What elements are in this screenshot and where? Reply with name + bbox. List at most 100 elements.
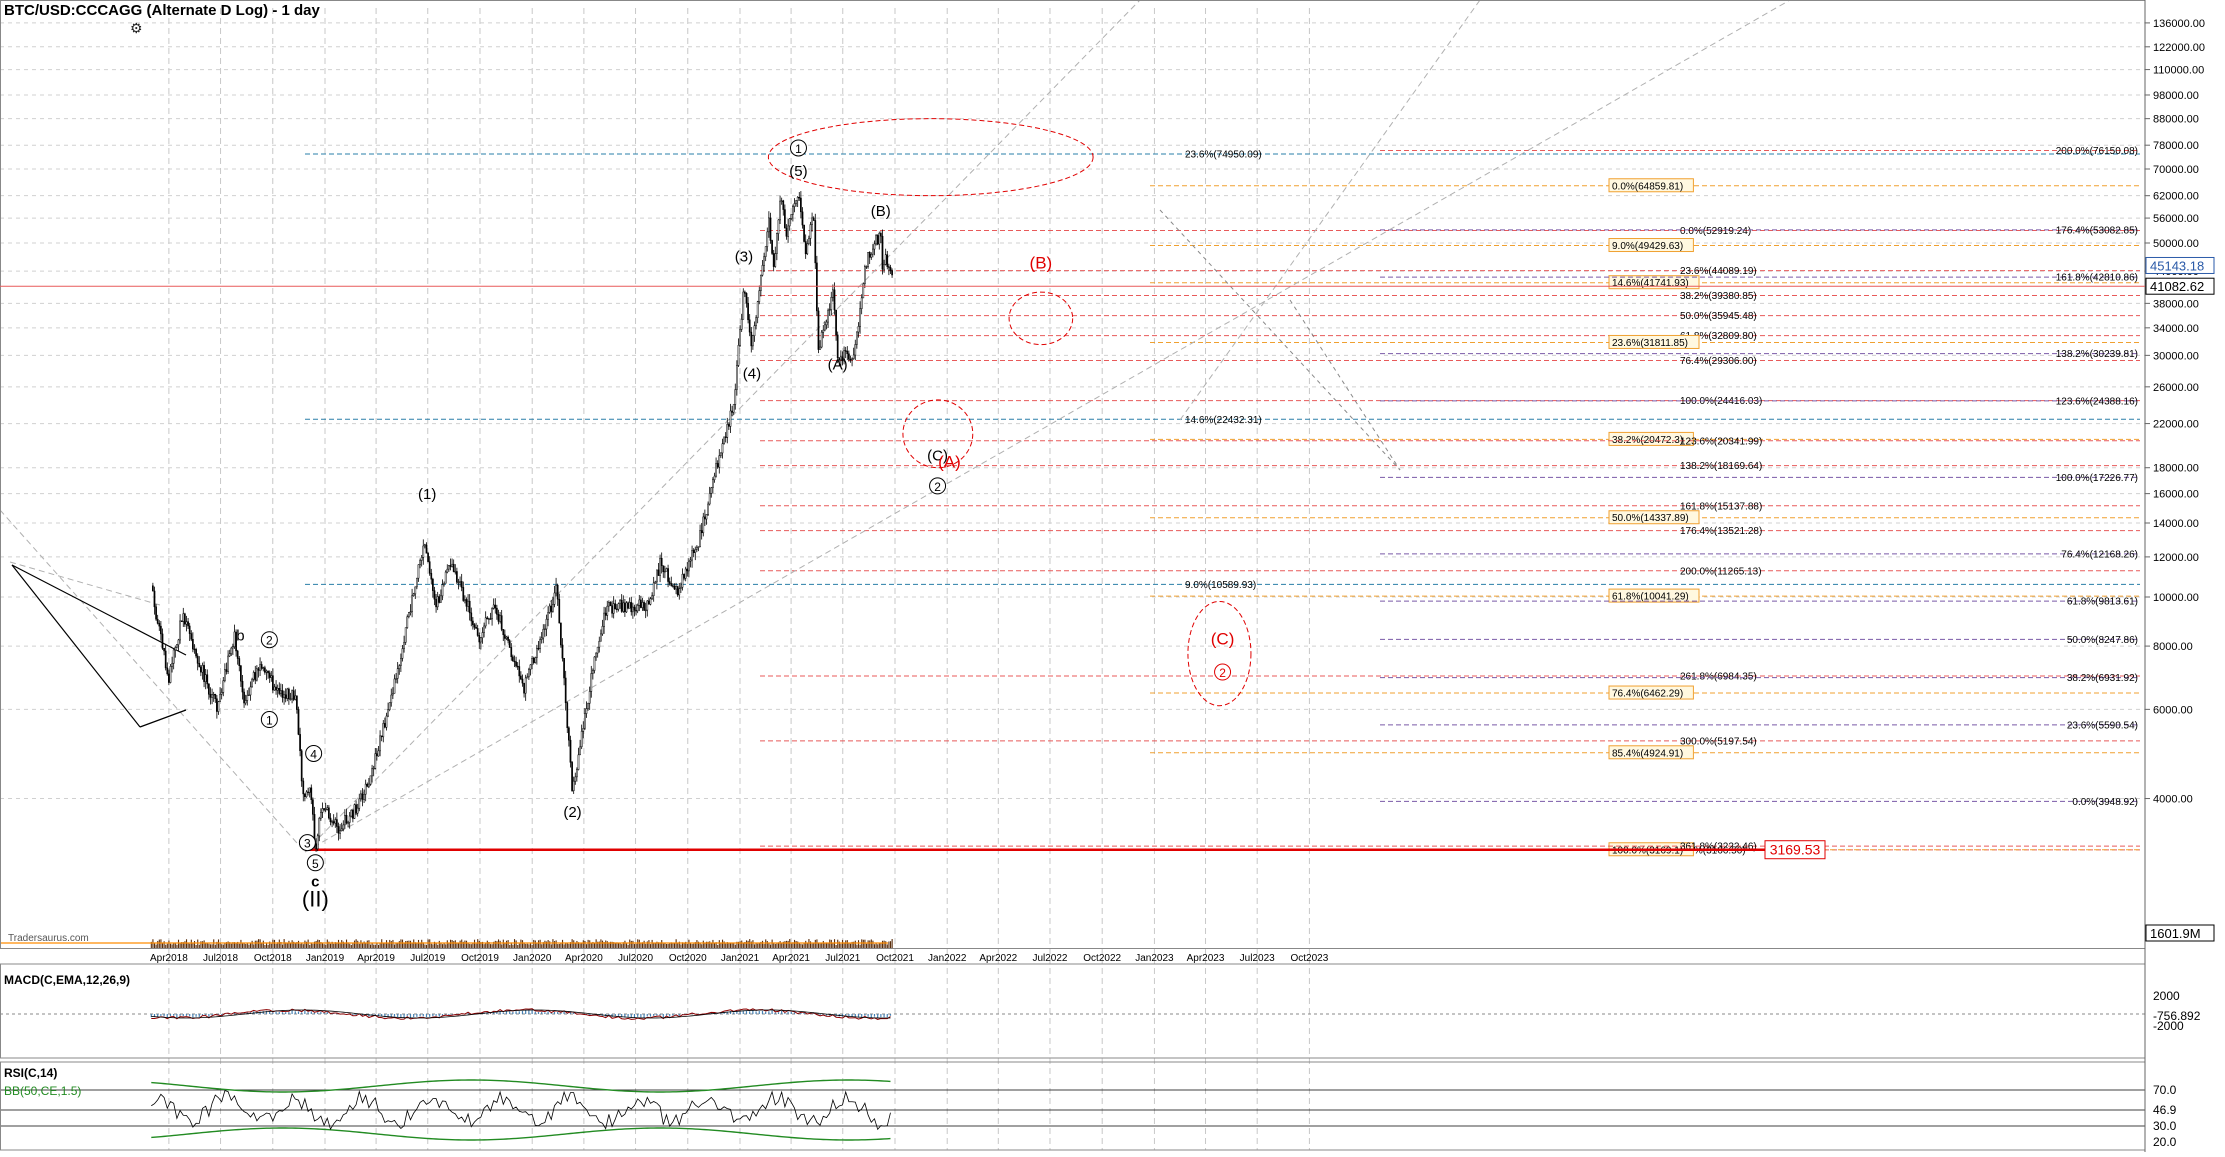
volume-bar (450, 940, 451, 948)
candle-body (816, 263, 817, 311)
volume-bar (455, 940, 456, 948)
candle-body (706, 514, 707, 519)
volume-bar (236, 943, 237, 948)
volume-bar (304, 941, 305, 948)
macd-hist-bar (560, 1013, 561, 1014)
macd-hist-bar (183, 1014, 184, 1016)
volume-bar (756, 943, 757, 948)
candle-body (856, 332, 857, 344)
macd-hist-bar (432, 1014, 433, 1016)
candle-body (615, 604, 616, 609)
candle-body (602, 626, 603, 634)
candle-body (360, 794, 361, 799)
volume-bar (444, 943, 445, 948)
volume-bar (535, 940, 536, 948)
candle-body (647, 601, 648, 610)
candle-body (397, 669, 398, 679)
macd-hist-bar (416, 1014, 417, 1017)
volume-bar (871, 939, 872, 948)
candle-body (579, 747, 580, 755)
macd-hist-bar (656, 1014, 657, 1016)
candle-body (295, 696, 296, 700)
volume-bar (397, 943, 398, 948)
volume-bar (164, 941, 165, 948)
fib-label: 85.4%(4924.91) (1612, 748, 1683, 759)
volume-bar (421, 940, 422, 948)
x-tick-label: Jul2018 (203, 953, 238, 964)
gear-icon[interactable]: ⚙ (130, 20, 143, 37)
candle-body (264, 668, 265, 673)
macd-axis-label: 2000 (2153, 989, 2180, 1003)
candle-body (877, 235, 878, 244)
candle-body (375, 754, 376, 769)
macd-hist-bar (272, 1012, 273, 1014)
candle-body (451, 564, 452, 566)
volume-bar (508, 940, 509, 948)
candle-body (343, 825, 344, 829)
volume-bar (855, 941, 856, 948)
volume-bar (847, 940, 848, 948)
volume-bar (735, 945, 736, 948)
watermark: Tradersaurus.com (8, 933, 89, 944)
candle-body (795, 201, 796, 204)
volume-bar (776, 944, 777, 948)
candle-body (471, 613, 472, 621)
volume-bar (213, 939, 214, 948)
candle-body (207, 675, 208, 684)
x-tick-label: Jul2023 (1240, 953, 1275, 964)
macd-hist-bar (771, 1010, 772, 1014)
volume-bar (722, 940, 723, 948)
candle-body (200, 667, 201, 672)
candle-body (728, 424, 729, 426)
candle-body (477, 628, 478, 635)
candle-body (434, 591, 435, 600)
candle-body (336, 820, 337, 827)
candle-body (365, 784, 366, 794)
volume-bar (239, 944, 240, 948)
candle-body (506, 637, 507, 638)
volume-bar (405, 941, 406, 948)
volume-bar (172, 944, 173, 948)
candle-body (677, 587, 678, 595)
volume-bar (215, 945, 216, 948)
macd-hist-bar (199, 1014, 200, 1017)
volume-bar (565, 943, 566, 948)
macd-hist-bar (531, 1010, 532, 1014)
candle-body (631, 602, 632, 611)
volume-bar (264, 945, 265, 948)
volume-bar (436, 943, 437, 948)
volume-bar (704, 943, 705, 948)
candle-body (765, 247, 766, 257)
volume-bar (765, 939, 766, 948)
macd-hist-bar (509, 1011, 510, 1014)
volume-bar (872, 941, 873, 948)
macd-hist-bar (163, 1014, 164, 1016)
volume-bar (703, 941, 704, 948)
macd-hist-bar (439, 1014, 440, 1017)
candle-body (746, 293, 747, 303)
candle-body (624, 603, 625, 612)
candle-body (266, 671, 267, 672)
candle-body (808, 238, 809, 243)
candle-body (215, 694, 216, 698)
volume-bar (394, 945, 395, 948)
candle-body (867, 252, 868, 266)
volume-bar (309, 945, 310, 948)
macd-hist-bar (423, 1014, 424, 1016)
volume-bar (748, 941, 749, 948)
candle-body (639, 600, 640, 605)
volume-bar (501, 944, 502, 948)
volume-bar (584, 941, 585, 948)
candle-body (523, 683, 524, 693)
candle-body (427, 553, 428, 561)
candle-body (362, 794, 363, 800)
y-tick-label: 8000.00 (2153, 641, 2193, 653)
volume-bar (359, 944, 360, 948)
candle-body (763, 257, 764, 266)
fib-label: 100.0%(24416.03) (1680, 396, 1762, 407)
wave-label: 4 (310, 747, 317, 761)
candle-body (359, 799, 360, 808)
volume-bar (428, 939, 429, 948)
candle-body (800, 198, 801, 212)
